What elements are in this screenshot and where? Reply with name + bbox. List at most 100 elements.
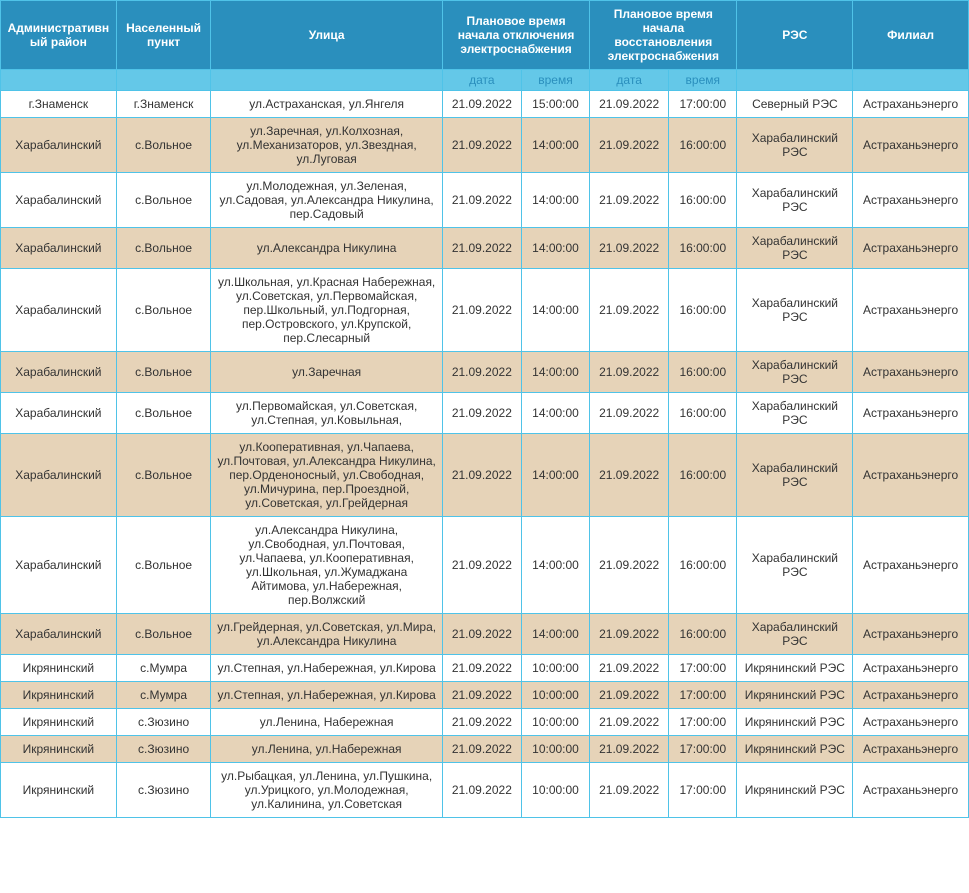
cell-r2-c5: 21.09.2022 [590, 173, 669, 228]
cell-r0-c2: ул.Астраханская, ул.Янгеля [211, 91, 442, 118]
cell-r9-c2: ул.Грейдерная, ул.Советская, ул.Мира, ул… [211, 614, 442, 655]
cell-r8-c4: 14:00:00 [521, 517, 589, 614]
table-row: Икрянинскийс.Мумраул.Степная, ул.Набереж… [1, 682, 969, 709]
cell-r9-c6: 16:00:00 [669, 614, 737, 655]
subheader-row: датавремядатавремя [1, 70, 969, 91]
cell-r14-c3: 21.09.2022 [442, 763, 521, 818]
table-row: Харабалинскийс.Вольноеул.Кооперативная, … [1, 434, 969, 517]
table-body: г.Знаменскг.Знаменскул.Астраханская, ул.… [1, 91, 969, 818]
cell-r0-c8: Астраханьэнерго [853, 91, 969, 118]
cell-r2-c2: ул.Молодежная, ул.Зеленая, ул.Садовая, у… [211, 173, 442, 228]
header-row: Административный районНаселенный пунктУл… [1, 1, 969, 70]
cell-r12-c3: 21.09.2022 [442, 709, 521, 736]
cell-r9-c0: Харабалинский [1, 614, 117, 655]
cell-r12-c8: Астраханьэнерго [853, 709, 969, 736]
cell-r0-c7: Северный РЭС [737, 91, 853, 118]
cell-r3-c2: ул.Александра Никулина [211, 228, 442, 269]
cell-r4-c5: 21.09.2022 [590, 269, 669, 352]
header-cell-0: Административный район [1, 1, 117, 70]
subheader-cell-4: время [521, 70, 589, 91]
cell-r4-c6: 16:00:00 [669, 269, 737, 352]
table-row: Харабалинскийс.Вольноеул.Грейдерная, ул.… [1, 614, 969, 655]
subheader-cell-3: дата [442, 70, 521, 91]
cell-r7-c2: ул.Кооперативная, ул.Чапаева, ул.Почтова… [211, 434, 442, 517]
cell-r8-c5: 21.09.2022 [590, 517, 669, 614]
cell-r14-c8: Астраханьэнерго [853, 763, 969, 818]
cell-r10-c6: 17:00:00 [669, 655, 737, 682]
cell-r1-c4: 14:00:00 [521, 118, 589, 173]
cell-r1-c1: с.Вольное [116, 118, 211, 173]
cell-r2-c8: Астраханьэнерго [853, 173, 969, 228]
cell-r10-c0: Икрянинский [1, 655, 117, 682]
table-row: Икрянинскийс.Зюзиноул.Рыбацкая, ул.Ленин… [1, 763, 969, 818]
cell-r6-c2: ул.Первомайская, ул.Советская, ул.Степна… [211, 393, 442, 434]
cell-r4-c8: Астраханьэнерго [853, 269, 969, 352]
cell-r8-c0: Харабалинский [1, 517, 117, 614]
header-cell-4: Плановое время начала восстановления эле… [590, 1, 737, 70]
cell-r2-c7: Харабалинский РЭС [737, 173, 853, 228]
table-row: Харабалинскийс.Вольноеул.Школьная, ул.Кр… [1, 269, 969, 352]
cell-r1-c7: Харабалинский РЭС [737, 118, 853, 173]
table-header: Административный районНаселенный пунктУл… [1, 1, 969, 91]
cell-r5-c7: Харабалинский РЭС [737, 352, 853, 393]
cell-r7-c0: Харабалинский [1, 434, 117, 517]
cell-r6-c8: Астраханьэнерго [853, 393, 969, 434]
cell-r13-c7: Икрянинский РЭС [737, 736, 853, 763]
cell-r10-c1: с.Мумра [116, 655, 211, 682]
cell-r4-c0: Харабалинский [1, 269, 117, 352]
cell-r11-c6: 17:00:00 [669, 682, 737, 709]
cell-r9-c5: 21.09.2022 [590, 614, 669, 655]
cell-r13-c2: ул.Ленина, ул.Набережная [211, 736, 442, 763]
cell-r1-c2: ул.Заречная, ул.Колхозная, ул.Механизато… [211, 118, 442, 173]
subheader-cell-0 [1, 70, 117, 91]
cell-r6-c4: 14:00:00 [521, 393, 589, 434]
cell-r7-c4: 14:00:00 [521, 434, 589, 517]
cell-r11-c1: с.Мумра [116, 682, 211, 709]
cell-r7-c6: 16:00:00 [669, 434, 737, 517]
cell-r13-c6: 17:00:00 [669, 736, 737, 763]
cell-r9-c1: с.Вольное [116, 614, 211, 655]
cell-r7-c8: Астраханьэнерго [853, 434, 969, 517]
cell-r3-c4: 14:00:00 [521, 228, 589, 269]
cell-r11-c4: 10:00:00 [521, 682, 589, 709]
cell-r7-c5: 21.09.2022 [590, 434, 669, 517]
subheader-cell-8 [853, 70, 969, 91]
cell-r3-c5: 21.09.2022 [590, 228, 669, 269]
cell-r12-c6: 17:00:00 [669, 709, 737, 736]
cell-r9-c4: 14:00:00 [521, 614, 589, 655]
cell-r6-c5: 21.09.2022 [590, 393, 669, 434]
cell-r4-c2: ул.Школьная, ул.Красная Набережная, ул.С… [211, 269, 442, 352]
cell-r1-c8: Астраханьэнерго [853, 118, 969, 173]
cell-r14-c2: ул.Рыбацкая, ул.Ленина, ул.Пушкина, ул.У… [211, 763, 442, 818]
cell-r12-c5: 21.09.2022 [590, 709, 669, 736]
cell-r5-c2: ул.Заречная [211, 352, 442, 393]
cell-r13-c8: Астраханьэнерго [853, 736, 969, 763]
cell-r14-c5: 21.09.2022 [590, 763, 669, 818]
cell-r0-c5: 21.09.2022 [590, 91, 669, 118]
cell-r3-c1: с.Вольное [116, 228, 211, 269]
header-cell-6: Филиал [853, 1, 969, 70]
outage-table: Административный районНаселенный пунктУл… [0, 0, 969, 818]
cell-r0-c6: 17:00:00 [669, 91, 737, 118]
cell-r10-c2: ул.Степная, ул.Набережная, ул.Кирова [211, 655, 442, 682]
cell-r11-c5: 21.09.2022 [590, 682, 669, 709]
cell-r10-c3: 21.09.2022 [442, 655, 521, 682]
cell-r12-c4: 10:00:00 [521, 709, 589, 736]
cell-r3-c3: 21.09.2022 [442, 228, 521, 269]
header-cell-1: Населенный пункт [116, 1, 211, 70]
table-row: Харабалинскийс.Вольноеул.Молодежная, ул.… [1, 173, 969, 228]
cell-r9-c7: Харабалинский РЭС [737, 614, 853, 655]
cell-r14-c6: 17:00:00 [669, 763, 737, 818]
cell-r12-c0: Икрянинский [1, 709, 117, 736]
table-row: Харабалинскийс.Вольноеул.Александра Нику… [1, 228, 969, 269]
cell-r3-c7: Харабалинский РЭС [737, 228, 853, 269]
cell-r11-c3: 21.09.2022 [442, 682, 521, 709]
cell-r2-c0: Харабалинский [1, 173, 117, 228]
cell-r9-c8: Астраханьэнерго [853, 614, 969, 655]
cell-r0-c4: 15:00:00 [521, 91, 589, 118]
cell-r3-c8: Астраханьэнерго [853, 228, 969, 269]
cell-r4-c7: Харабалинский РЭС [737, 269, 853, 352]
cell-r2-c3: 21.09.2022 [442, 173, 521, 228]
cell-r14-c4: 10:00:00 [521, 763, 589, 818]
cell-r2-c4: 14:00:00 [521, 173, 589, 228]
